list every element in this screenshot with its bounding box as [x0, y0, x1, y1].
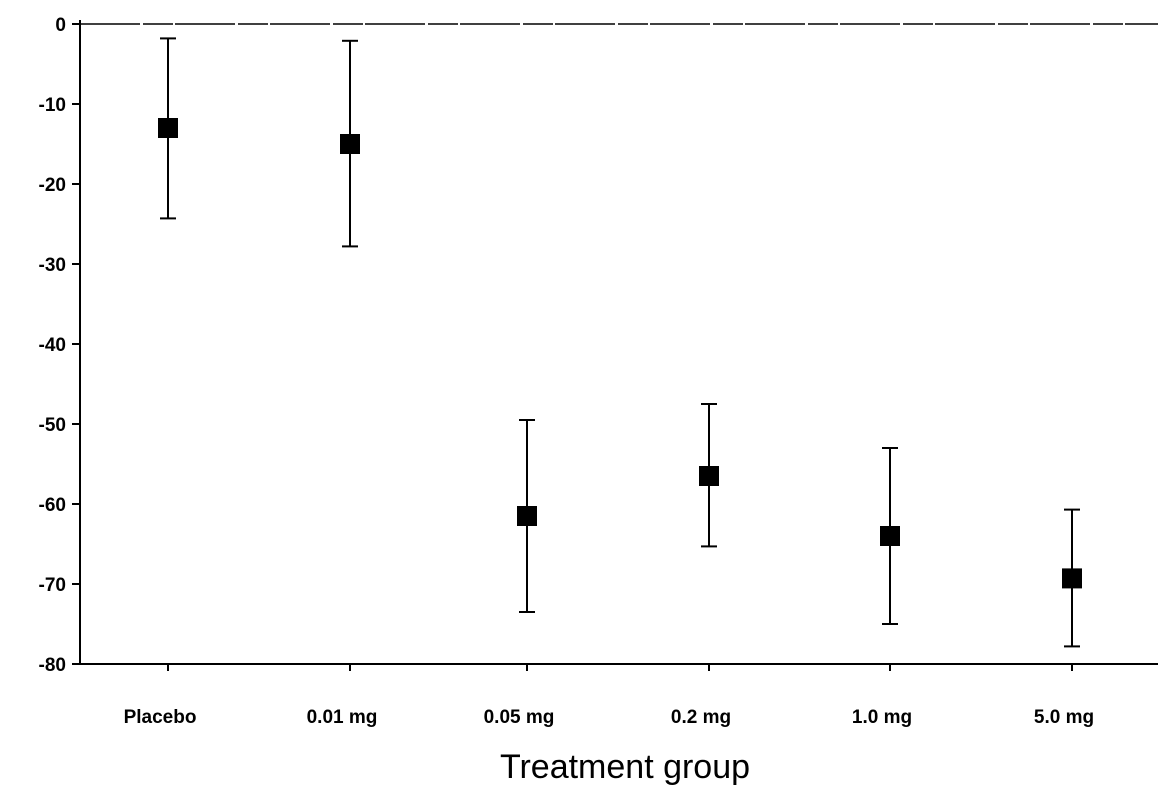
- y-tick-label: -50: [39, 415, 66, 436]
- data-point-marker: [340, 134, 360, 154]
- y-tick-label: 0: [55, 15, 66, 36]
- data-point-marker: [158, 118, 178, 138]
- y-tick-label: -60: [39, 495, 66, 516]
- y-tick-label: -10: [39, 95, 66, 116]
- y-tick-label: -40: [39, 335, 66, 356]
- x-axis-ticks: Placebo 0.01 mg 0.05 mg 0.2 mg 1.0 mg 5.0 mg: [124, 664, 1094, 728]
- y-tick-label: -80: [39, 655, 66, 676]
- x-axis-title: Treatment group: [500, 748, 750, 786]
- y-axis-ticks: 0 -10 -20 -30 -40 -50 -60 -70 -80: [39, 15, 80, 676]
- x-tick-label: 0.2 mg: [671, 707, 731, 728]
- x-tick-label: 1.0 mg: [852, 707, 912, 728]
- data-point-marker: [880, 526, 900, 546]
- axes: [79, 20, 1158, 665]
- data-marks: [158, 37, 1082, 648]
- x-tick-label: 5.0 mg: [1034, 707, 1094, 728]
- y-tick-label: -70: [39, 575, 66, 596]
- data-point-marker: [699, 466, 719, 486]
- data-point-marker: [1062, 568, 1082, 589]
- y-tick-label: -30: [39, 255, 66, 276]
- data-point-marker: [517, 506, 537, 526]
- x-tick-label: Placebo: [124, 707, 197, 728]
- y-tick-label: -20: [39, 175, 66, 196]
- x-tick-label: 0.05 mg: [484, 707, 555, 728]
- x-tick-label: 0.01 mg: [307, 707, 378, 728]
